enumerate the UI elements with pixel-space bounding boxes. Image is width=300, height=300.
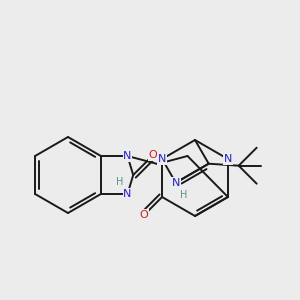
Text: N: N [123,151,132,161]
Text: O: O [140,210,148,220]
Text: N: N [224,154,232,164]
Text: N: N [158,154,166,164]
Text: N: N [172,178,180,188]
Text: H: H [116,177,123,187]
Text: O: O [149,150,158,160]
Text: N: N [123,189,132,199]
Text: H: H [180,190,188,200]
